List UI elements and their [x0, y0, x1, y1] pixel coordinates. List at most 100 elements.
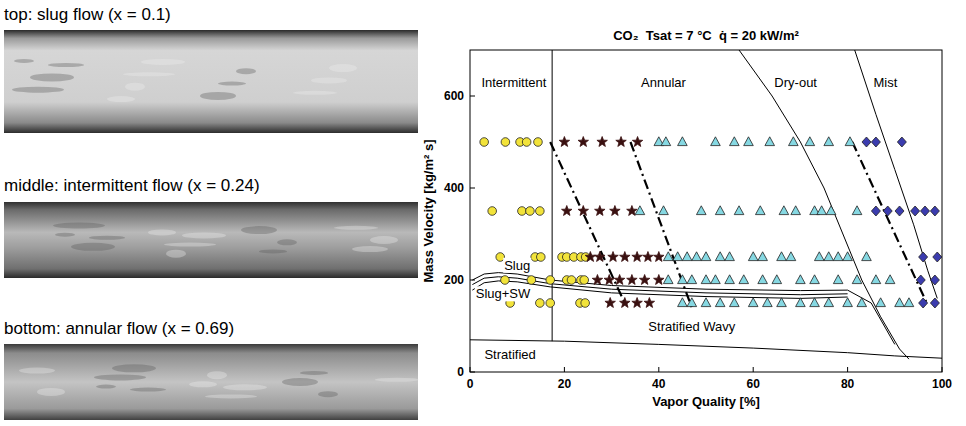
data-point: [643, 252, 653, 262]
data-point: [810, 298, 820, 307]
x-tick-label: 100: [932, 377, 952, 391]
data-point: [730, 137, 740, 146]
data-point: [871, 206, 880, 216]
data-point: [687, 298, 697, 307]
photo-caption: top: slug flow (x = 0.1): [4, 5, 171, 24]
data-point: [796, 298, 806, 307]
y-tick-label: 200: [444, 273, 464, 287]
data-point: [857, 298, 867, 307]
boundary-line: [552, 50, 553, 341]
data-point: [871, 137, 880, 147]
photo-texture: [293, 91, 337, 95]
data-point: [620, 252, 630, 262]
data-point: [701, 275, 711, 284]
data-point: [817, 206, 827, 215]
photo-texture: [207, 371, 227, 379]
photo-texture: [53, 223, 105, 229]
data-point: [796, 275, 806, 284]
plot-background: [470, 50, 942, 372]
data-point: [739, 275, 749, 284]
photo-texture: [375, 378, 419, 382]
x-tick: [658, 367, 659, 372]
data-point: [826, 206, 836, 215]
photo-texture: [89, 236, 125, 240]
data-point: [663, 252, 673, 261]
data-point: [725, 252, 735, 261]
label-patch: [503, 258, 531, 273]
data-point: [824, 252, 834, 261]
data-point: [919, 252, 928, 262]
data-point: [919, 298, 928, 308]
y-tick-label: 0: [457, 365, 464, 379]
boundary-line: [630, 142, 691, 308]
data-point: [480, 138, 489, 147]
photo-texture: [123, 72, 175, 76]
boundary-line: [852, 142, 928, 305]
photo-caption: bottom: annular flow (x = 0.69): [4, 319, 234, 338]
photo-texture: [205, 394, 257, 398]
boundary-line: [550, 142, 626, 305]
data-point: [862, 137, 871, 147]
photo-texture: [318, 391, 338, 397]
data-point: [578, 137, 588, 147]
label-patch: [640, 75, 687, 90]
y-tick-label: 600: [444, 89, 464, 103]
y-tick: [470, 96, 475, 97]
data-point: [616, 137, 626, 147]
region-label: Stratified Wavy: [648, 319, 735, 334]
data-point: [546, 276, 555, 285]
x-tick: [942, 367, 943, 372]
photo-caption: middle: intermittent flow (x = 0.24): [4, 176, 260, 195]
data-point: [578, 206, 588, 216]
region-label: Slug+SW: [476, 286, 531, 301]
data-point: [755, 206, 765, 215]
boundary-line: [470, 340, 942, 358]
photo-texture: [311, 77, 347, 83]
data-point: [644, 298, 654, 308]
data-point: [930, 298, 939, 308]
photo-texture: [370, 236, 398, 244]
chart-title: CO₂ Tsat = 7 °C q̇ = 20 kW/m²: [613, 28, 799, 43]
region-label: Annular: [641, 75, 686, 90]
data-point: [687, 275, 697, 284]
photo-texture: [282, 378, 318, 386]
data-point: [845, 137, 855, 146]
data-point: [748, 298, 758, 307]
data-point: [632, 298, 642, 308]
data-point: [620, 298, 630, 308]
photo-texture: [148, 229, 176, 235]
data-point: [711, 137, 721, 146]
data-point: [897, 137, 906, 147]
data-point: [595, 252, 605, 262]
x-tick: [564, 367, 565, 372]
data-point: [715, 298, 725, 307]
y-tick: [470, 188, 475, 189]
region-label: Stratified: [484, 347, 535, 362]
data-point: [791, 206, 801, 215]
data-point: [824, 298, 834, 307]
photo-texture: [14, 59, 34, 63]
photo-texture: [30, 73, 74, 81]
data-point: [911, 206, 920, 216]
data-point: [534, 138, 543, 147]
data-point: [661, 137, 671, 146]
data-point: [814, 252, 824, 261]
photo-texture: [141, 59, 185, 65]
data-point: [608, 252, 618, 262]
photo-texture: [164, 243, 216, 247]
boundary-line: [739, 50, 909, 359]
data-point: [632, 137, 642, 147]
data-point: [522, 138, 531, 147]
label-patch: [475, 286, 532, 301]
photo-texture: [300, 371, 328, 375]
data-point: [701, 252, 711, 261]
annotations: IntermittentAnnularDry-outMistSlugSlug+S…: [475, 75, 899, 362]
data-point: [930, 275, 939, 285]
plot-data: [470, 50, 942, 359]
data-point: [659, 206, 669, 215]
photo-texture: [334, 226, 378, 230]
photo-texture: [96, 385, 116, 389]
data-point: [843, 252, 853, 261]
data-point: [876, 298, 886, 307]
photo-texture: [259, 249, 287, 253]
